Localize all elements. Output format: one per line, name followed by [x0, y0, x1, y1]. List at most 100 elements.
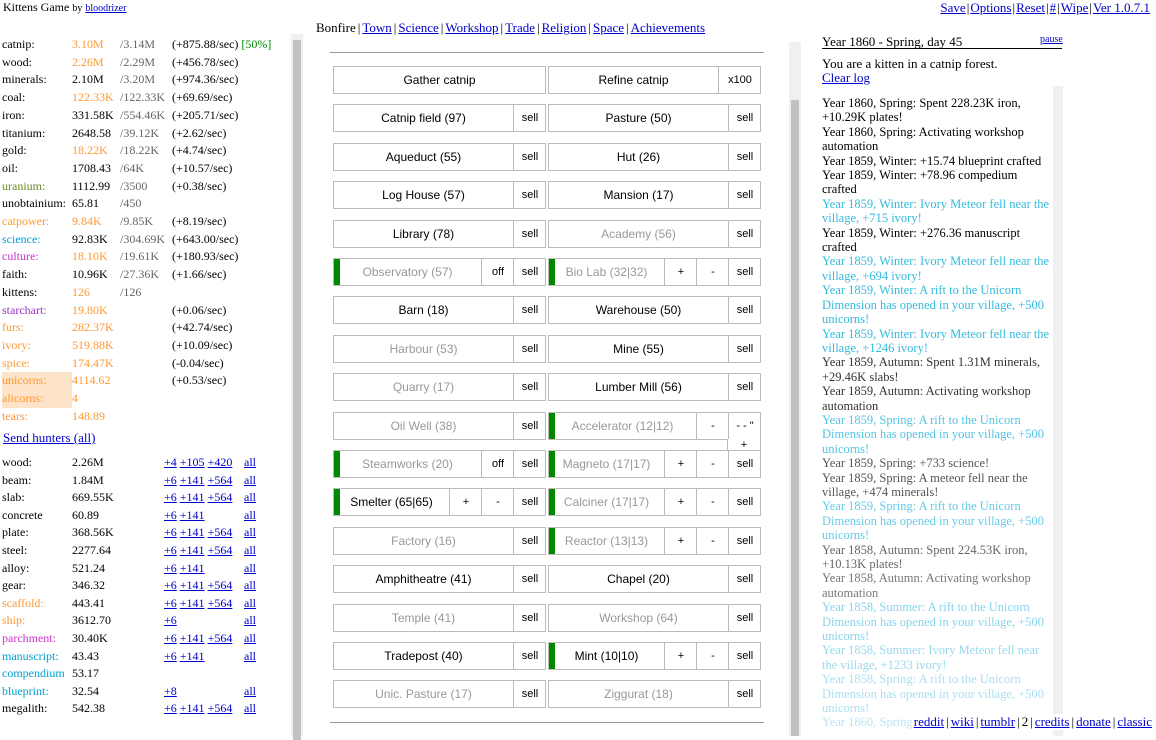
building-button[interactable]: Unic. Pasture (17) sell: [333, 680, 546, 709]
craft-button-plus-564[interactable]: +564: [207, 542, 233, 557]
building-button[interactable]: Bio Lab (32|32) + - sell: [548, 258, 761, 286]
building-button[interactable]: Amphitheatre (41) sell: [333, 565, 546, 594]
tab-town[interactable]: Town: [362, 20, 392, 35]
sell-button[interactable]: sell: [728, 182, 761, 209]
craft-all-link[interactable]: all: [244, 595, 256, 610]
craft-all-button[interactable]: all: [244, 630, 256, 648]
sell-button[interactable]: sell: [513, 566, 546, 593]
top-link-0[interactable]: Save: [940, 0, 966, 15]
craft-all-link[interactable]: all: [244, 701, 256, 716]
sell-button[interactable]: sell: [728, 335, 761, 362]
top-link-5[interactable]: Ver 1.0.7.1: [1092, 0, 1150, 15]
building-button[interactable]: Warehouse (50) sell: [548, 296, 761, 325]
craft-button-plus-105[interactable]: +105: [179, 455, 205, 469]
sell-button[interactable]: sell: [513, 297, 546, 324]
left-scroll-thumb[interactable]: [293, 40, 301, 740]
building-button[interactable]: Harbour (53) sell: [333, 334, 546, 363]
craft-button-plus-141[interactable]: +141: [179, 578, 205, 593]
decrease-button[interactable]: -: [696, 412, 729, 439]
craft-all-link[interactable]: all: [244, 683, 256, 698]
footer-link-reddit[interactable]: reddit: [913, 714, 945, 729]
tab-achievements[interactable]: Achievements: [630, 20, 706, 35]
craft-all-link[interactable]: all: [244, 542, 256, 557]
craft-button-plus-141[interactable]: +141: [179, 630, 205, 645]
decrease-button[interactable]: -: [696, 259, 729, 285]
craft-button-plus-141[interactable]: +141: [179, 648, 205, 663]
craft-all-button[interactable]: all: [244, 507, 256, 525]
middle-scrollbar[interactable]: [789, 42, 801, 736]
sell-button[interactable]: sell: [728, 643, 761, 669]
footer-link-wiki[interactable]: wiki: [950, 714, 974, 729]
building-button[interactable]: Gather catnip: [333, 66, 546, 94]
decrease-button[interactable]: -: [481, 489, 514, 516]
building-button[interactable]: Smelter (65|65) + - sell: [333, 488, 546, 517]
craft-all-button[interactable]: all: [244, 700, 256, 718]
craft-button-plus-564[interactable]: +564: [207, 578, 233, 593]
building-button[interactable]: Catnip field (97) sell: [333, 104, 546, 133]
craft-button-plus-6[interactable]: +6: [164, 578, 177, 593]
sell-button[interactable]: sell: [728, 220, 761, 247]
craft-all-link[interactable]: all: [244, 455, 256, 469]
craft-all-button[interactable]: all: [244, 489, 256, 507]
sell-button[interactable]: sell: [513, 527, 546, 554]
increase-button[interactable]: +: [664, 259, 697, 285]
craft-all-link[interactable]: all: [244, 525, 256, 540]
craft-all-button[interactable]: all: [244, 454, 256, 472]
craft-all-button[interactable]: all: [244, 560, 256, 578]
craft-button-plus-564[interactable]: +564: [207, 472, 233, 487]
craft-button-plus-564[interactable]: +564: [207, 525, 233, 540]
craft-button-plus-4[interactable]: +4: [164, 455, 177, 469]
craft-button-plus-141[interactable]: +141: [179, 701, 205, 716]
craft-all-button[interactable]: all: [244, 524, 256, 542]
craft-button-plus-6[interactable]: +6: [164, 490, 177, 505]
building-button[interactable]: Magneto (17|17) + - sell: [548, 450, 761, 478]
sell-button[interactable]: sell: [513, 143, 546, 170]
craft-button-plus-8[interactable]: +8: [164, 683, 177, 698]
top-link-1[interactable]: Options: [970, 0, 1012, 15]
craft-button-plus-141[interactable]: +141: [179, 525, 205, 540]
building-button[interactable]: Workshop (64) sell: [548, 603, 761, 632]
craft-button-plus-141[interactable]: +141: [179, 507, 205, 522]
decrease-button[interactable]: -: [696, 527, 729, 554]
sell-button[interactable]: sell: [728, 374, 761, 401]
craft-button-plus-6[interactable]: +6: [164, 472, 177, 487]
craft-button-plus-564[interactable]: +564: [207, 490, 233, 505]
building-button[interactable]: Tradepost (40) sell: [333, 642, 546, 670]
more-button[interactable]: - - ": [728, 412, 761, 439]
pause-link[interactable]: pause: [1040, 34, 1063, 45]
craft-button-plus-6[interactable]: +6: [164, 701, 177, 716]
craft-button-plus-141[interactable]: +141: [179, 542, 205, 557]
sell-button[interactable]: sell: [728, 451, 761, 477]
footer-link-classic[interactable]: classic: [1117, 714, 1152, 729]
craft-all-link[interactable]: all: [244, 648, 256, 663]
tab-space[interactable]: Space: [592, 20, 625, 35]
building-button[interactable]: Steamworks (20) off sell: [333, 450, 546, 478]
building-button[interactable]: Oil Well (38) sell: [333, 411, 546, 440]
building-button[interactable]: Mine (55) sell: [548, 334, 761, 363]
increase-button[interactable]: +: [449, 489, 482, 516]
craft-button-plus-564[interactable]: +564: [207, 701, 233, 716]
building-button[interactable]: Mansion (17) sell: [548, 181, 761, 210]
log-scrollbar[interactable]: [1053, 86, 1063, 736]
craft-all-button[interactable]: all: [244, 595, 256, 613]
sell-button[interactable]: sell: [728, 566, 761, 593]
building-button[interactable]: Accelerator (12|12) - - - " +: [548, 411, 761, 454]
sell-button[interactable]: sell: [728, 297, 761, 324]
craft-button-plus-564[interactable]: +564: [207, 595, 233, 610]
building-button[interactable]: Barn (18) sell: [333, 296, 546, 325]
craft-all-button[interactable]: all: [244, 683, 256, 701]
tab-bonfire[interactable]: Bonfire: [316, 20, 356, 35]
sell-button[interactable]: sell: [728, 259, 761, 285]
building-button[interactable]: Academy (56) sell: [548, 219, 761, 248]
building-button[interactable]: Log House (57) sell: [333, 181, 546, 210]
building-button[interactable]: Refine catnip x100: [548, 66, 761, 94]
sell-button[interactable]: sell: [513, 220, 546, 247]
building-button[interactable]: Hut (26) sell: [548, 142, 761, 171]
tab-religion[interactable]: Religion: [541, 20, 587, 35]
off-button[interactable]: off: [481, 259, 514, 285]
sell-button[interactable]: sell: [513, 105, 546, 132]
craft-button-plus-6[interactable]: +6: [164, 507, 177, 522]
building-button[interactable]: Lumber Mill (56) sell: [548, 373, 761, 402]
x100-button[interactable]: x100: [718, 67, 761, 93]
craft-button-plus-420[interactable]: +420: [207, 455, 233, 469]
